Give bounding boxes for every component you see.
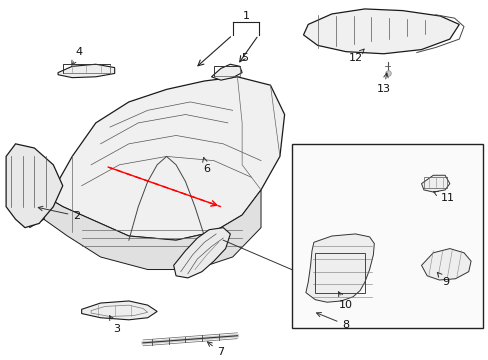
Text: 13: 13	[376, 73, 390, 94]
Text: 1: 1	[242, 11, 249, 21]
Polygon shape	[173, 228, 230, 278]
Polygon shape	[58, 64, 115, 78]
Polygon shape	[48, 77, 284, 240]
Polygon shape	[211, 64, 242, 80]
Bar	[291, 144, 482, 328]
Polygon shape	[303, 9, 458, 54]
Text: 12: 12	[347, 49, 364, 63]
Bar	[315, 253, 364, 293]
Text: 4: 4	[72, 47, 82, 65]
Text: 7: 7	[207, 342, 224, 357]
Text: 10: 10	[338, 292, 352, 310]
Text: 6: 6	[202, 157, 210, 174]
Text: 3: 3	[109, 316, 121, 334]
Polygon shape	[6, 144, 62, 228]
Polygon shape	[25, 186, 48, 228]
Text: 8: 8	[316, 312, 349, 330]
Text: 9: 9	[436, 273, 448, 287]
Polygon shape	[305, 234, 373, 302]
Polygon shape	[421, 175, 449, 192]
Polygon shape	[421, 249, 470, 280]
Text: 5: 5	[241, 53, 247, 63]
Text: 11: 11	[433, 192, 453, 203]
Text: 2: 2	[38, 206, 81, 221]
Polygon shape	[81, 301, 157, 320]
Polygon shape	[44, 190, 261, 270]
